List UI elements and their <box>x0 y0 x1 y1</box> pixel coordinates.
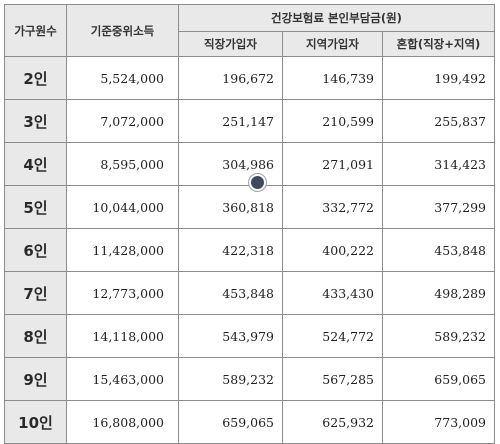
household-cell: 2인 <box>4 56 67 100</box>
header-employee: 직장가입자 <box>178 31 283 57</box>
household-cell: 3인 <box>4 99 67 143</box>
income-cell: 10,044,000 <box>66 185 179 229</box>
table-row: 3인 7,072,000 251,147 210,599 255,837 <box>4 99 495 143</box>
income-cell: 14,118,000 <box>66 314 179 358</box>
income-cell: 5,524,000 <box>66 56 179 100</box>
mixed-cell: 255,837 <box>382 99 495 143</box>
household-cell: 4인 <box>4 142 67 186</box>
employee-cell: 453,848 <box>178 271 283 315</box>
income-cell: 11,428,000 <box>66 228 179 272</box>
header-mixed: 혼합(직장+지역) <box>382 31 495 57</box>
income-cell: 16,808,000 <box>66 400 179 444</box>
header-income: 기준중위소득 <box>66 4 179 57</box>
regional-cell: 567,285 <box>282 357 383 401</box>
employee-cell: 543,979 <box>178 314 283 358</box>
income-cell: 15,463,000 <box>66 357 179 401</box>
regional-cell: 271,091 <box>282 142 383 186</box>
table-body: 2인 5,524,000 196,672 146,739 199,492 3인 … <box>4 56 495 444</box>
employee-cell: 659,065 <box>178 400 283 444</box>
household-cell: 9인 <box>4 357 67 401</box>
regional-cell: 146,739 <box>282 56 383 100</box>
mixed-cell: 377,299 <box>382 185 495 229</box>
header-regional: 지역가입자 <box>282 31 383 57</box>
mixed-cell: 314,423 <box>382 142 495 186</box>
regional-cell: 625,932 <box>282 400 383 444</box>
cursor-indicator <box>249 174 266 191</box>
health-insurance-premium-table: 가구원수 기준중위소득 건강보험료 본인부담금(원) 직장가입자 지역가입자 혼… <box>4 4 495 444</box>
income-cell: 12,773,000 <box>66 271 179 315</box>
table-row: 10인 16,808,000 659,065 625,932 773,009 <box>4 400 495 444</box>
employee-cell: 360,818 <box>178 185 283 229</box>
regional-cell: 524,772 <box>282 314 383 358</box>
table-row: 5인 10,044,000 360,818 332,772 377,299 <box>4 185 495 229</box>
mixed-cell: 199,492 <box>382 56 495 100</box>
table-row: 6인 11,428,000 422,318 400,222 453,848 <box>4 228 495 272</box>
table-header: 가구원수 기준중위소득 건강보험료 본인부담금(원) 직장가입자 지역가입자 혼… <box>4 4 495 57</box>
mixed-cell: 589,232 <box>382 314 495 358</box>
household-cell: 7인 <box>4 271 67 315</box>
employee-cell: 251,147 <box>178 99 283 143</box>
regional-cell: 400,222 <box>282 228 383 272</box>
mixed-cell: 453,848 <box>382 228 495 272</box>
regional-cell: 210,599 <box>282 99 383 143</box>
income-cell: 7,072,000 <box>66 99 179 143</box>
employee-cell: 422,318 <box>178 228 283 272</box>
household-cell: 10인 <box>4 400 67 444</box>
regional-cell: 433,430 <box>282 271 383 315</box>
table-row: 7인 12,773,000 453,848 433,430 498,289 <box>4 271 495 315</box>
header-premium-group: 건강보험료 본인부담금(원) <box>178 4 495 32</box>
table-row: 4인 8,595,000 304,986 271,091 314,423 <box>4 142 495 186</box>
regional-cell: 332,772 <box>282 185 383 229</box>
employee-cell: 589,232 <box>178 357 283 401</box>
employee-cell: 196,672 <box>178 56 283 100</box>
income-cell: 8,595,000 <box>66 142 179 186</box>
table-row: 8인 14,118,000 543,979 524,772 589,232 <box>4 314 495 358</box>
header-household: 가구원수 <box>4 4 67 57</box>
table-row: 2인 5,524,000 196,672 146,739 199,492 <box>4 56 495 100</box>
mixed-cell: 773,009 <box>382 400 495 444</box>
mixed-cell: 659,065 <box>382 357 495 401</box>
mixed-cell: 498,289 <box>382 271 495 315</box>
employee-cell: 304,986 <box>178 142 283 186</box>
premium-table-container: 가구원수 기준중위소득 건강보험료 본인부담금(원) 직장가입자 지역가입자 혼… <box>4 4 495 444</box>
table-row: 9인 15,463,000 589,232 567,285 659,065 <box>4 357 495 401</box>
household-cell: 5인 <box>4 185 67 229</box>
household-cell: 6인 <box>4 228 67 272</box>
household-cell: 8인 <box>4 314 67 358</box>
